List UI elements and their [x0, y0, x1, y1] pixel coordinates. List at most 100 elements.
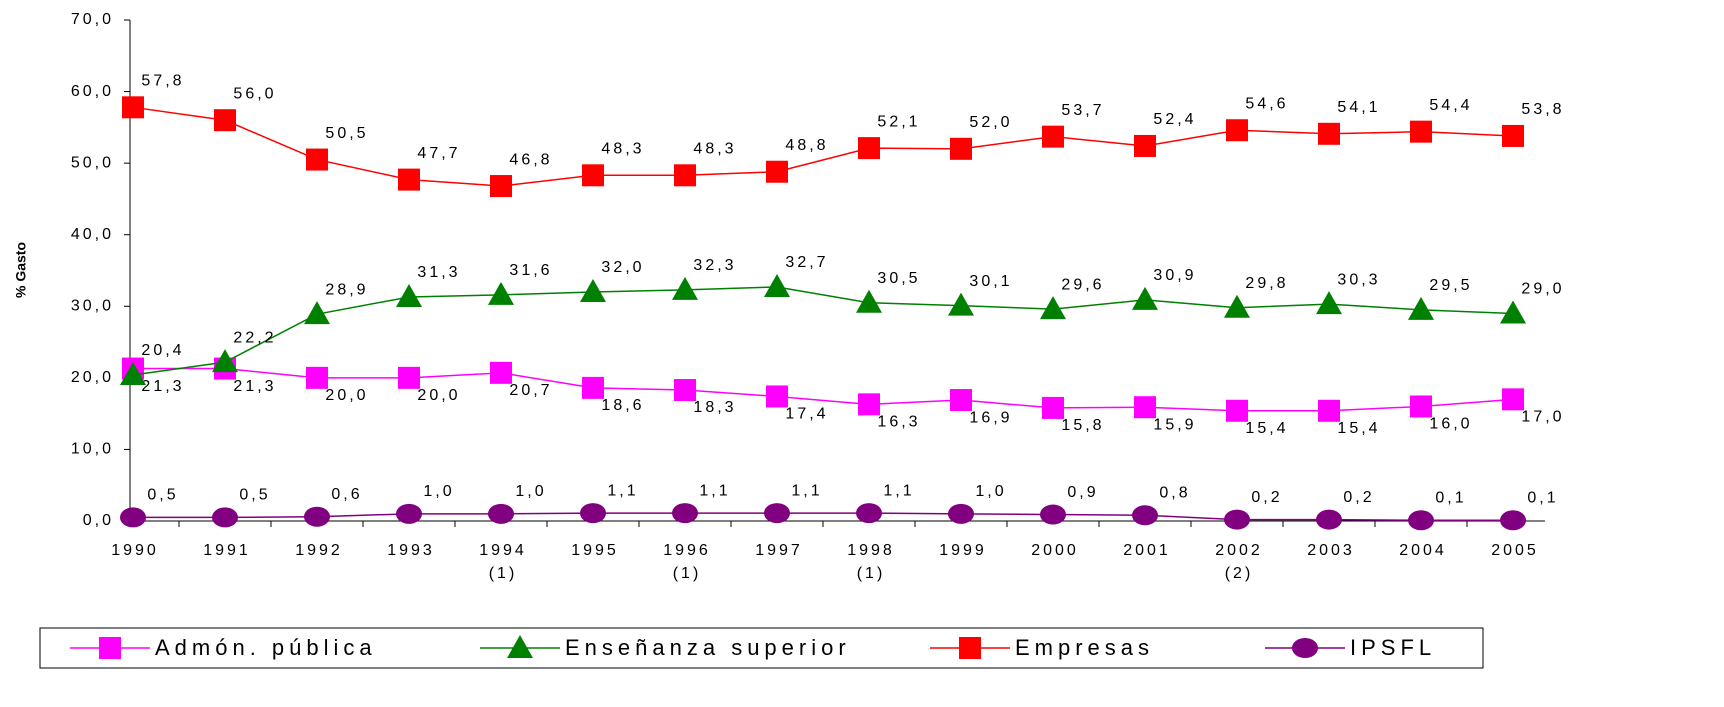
x-tick-label: 1994	[479, 542, 527, 559]
data-point	[396, 283, 422, 307]
data-label: 28,9	[325, 281, 368, 298]
data-label: 29,5	[1429, 277, 1472, 294]
data-label: 50,5	[325, 125, 368, 142]
data-point	[122, 96, 144, 119]
data-point	[580, 503, 606, 524]
x-tick-note: (2)	[1225, 565, 1254, 582]
data-label: 57,8	[141, 73, 184, 90]
data-point	[1318, 122, 1340, 145]
legend-label: Empresas	[1015, 635, 1154, 660]
data-label: 15,9	[1153, 416, 1196, 433]
x-tick-label: 1999	[939, 542, 987, 559]
y-tick-label: 0,0	[83, 512, 114, 529]
data-label: 52,0	[969, 114, 1012, 131]
data-label: 30,3	[1337, 271, 1380, 288]
data-point	[1318, 399, 1340, 422]
data-label: 18,6	[601, 397, 644, 414]
data-label: 0,6	[331, 486, 362, 503]
data-label: 1,1	[883, 482, 914, 499]
data-label: 16,3	[877, 414, 920, 431]
data-point	[766, 160, 788, 183]
data-label: 15,4	[1337, 420, 1380, 437]
y-tick-label: 70,0	[71, 11, 114, 28]
data-point	[1042, 396, 1064, 419]
series-line	[132, 286, 1514, 376]
data-label: 31,3	[417, 264, 460, 281]
data-point	[1226, 119, 1248, 142]
data-label: 0,5	[147, 487, 178, 504]
data-label: 56,0	[233, 85, 276, 102]
x-tick-label: 1995	[571, 542, 619, 559]
data-point	[858, 393, 880, 416]
data-point	[1408, 510, 1434, 531]
data-point	[764, 273, 790, 297]
x-tick-label: 1996	[663, 542, 711, 559]
data-label: 32,3	[693, 257, 736, 274]
data-label: 17,4	[785, 406, 828, 423]
x-tick-label: 1991	[203, 542, 251, 559]
x-tick-label: 1997	[755, 542, 803, 559]
x-tick-label: 2000	[1031, 542, 1079, 559]
x-tick-label: 1990	[111, 542, 159, 559]
data-point	[120, 507, 146, 528]
data-point	[212, 349, 238, 373]
data-label: 30,9	[1153, 267, 1196, 284]
x-tick-label: 1998	[847, 542, 895, 559]
legend-marker	[99, 637, 121, 659]
data-label: 52,1	[877, 113, 920, 130]
legend-marker	[1292, 638, 1318, 658]
data-label: 1,1	[791, 482, 822, 499]
data-label: 0,1	[1527, 490, 1558, 507]
data-label: 0,2	[1343, 489, 1374, 506]
data-point	[580, 278, 606, 302]
y-tick-label: 30,0	[71, 298, 114, 315]
data-point	[582, 376, 604, 399]
data-point	[304, 301, 330, 325]
data-label: 46,8	[509, 151, 552, 168]
data-label: 54,6	[1245, 95, 1288, 112]
data-point	[1042, 125, 1064, 148]
data-point	[1502, 388, 1524, 411]
data-label: 16,0	[1429, 416, 1472, 433]
data-point	[674, 164, 696, 187]
x-tick-label: 2001	[1123, 542, 1171, 559]
data-point	[212, 507, 238, 528]
data-label: 30,5	[877, 270, 920, 287]
data-label: 0,1	[1435, 490, 1466, 507]
data-point	[214, 109, 236, 132]
data-point	[488, 281, 514, 305]
data-label: 16,9	[969, 409, 1012, 426]
data-point	[674, 379, 696, 402]
data-point	[396, 503, 422, 524]
data-point	[856, 503, 882, 524]
legend-label: Admón. pública	[155, 635, 377, 660]
x-tick-note: (1)	[857, 565, 886, 582]
data-label: 29,0	[1521, 281, 1564, 298]
x-tick-label: 2003	[1307, 542, 1355, 559]
y-tick-label: 60,0	[71, 83, 114, 100]
data-label: 52,4	[1153, 111, 1196, 128]
data-point	[1132, 286, 1158, 310]
data-point	[120, 361, 146, 385]
data-label: 22,2	[233, 329, 276, 346]
data-label: 0,5	[239, 487, 270, 504]
x-tick-label: 2002	[1215, 542, 1263, 559]
legend-label: Enseñanza superior	[565, 635, 851, 660]
legend-marker	[959, 637, 981, 659]
data-point	[1500, 300, 1526, 324]
data-point	[1408, 296, 1434, 320]
data-label: 32,7	[785, 254, 828, 271]
data-point	[304, 506, 330, 527]
data-label: 18,3	[693, 399, 736, 416]
data-point	[1040, 504, 1066, 525]
data-point	[1316, 509, 1342, 530]
data-point	[950, 137, 972, 160]
y-tick-label: 10,0	[71, 441, 114, 458]
legend-label: IPSFL	[1350, 635, 1436, 660]
data-point	[306, 148, 328, 171]
data-point	[398, 366, 420, 389]
data-label: 21,3	[141, 378, 184, 395]
data-label: 1,0	[975, 483, 1006, 500]
data-point	[856, 289, 882, 313]
